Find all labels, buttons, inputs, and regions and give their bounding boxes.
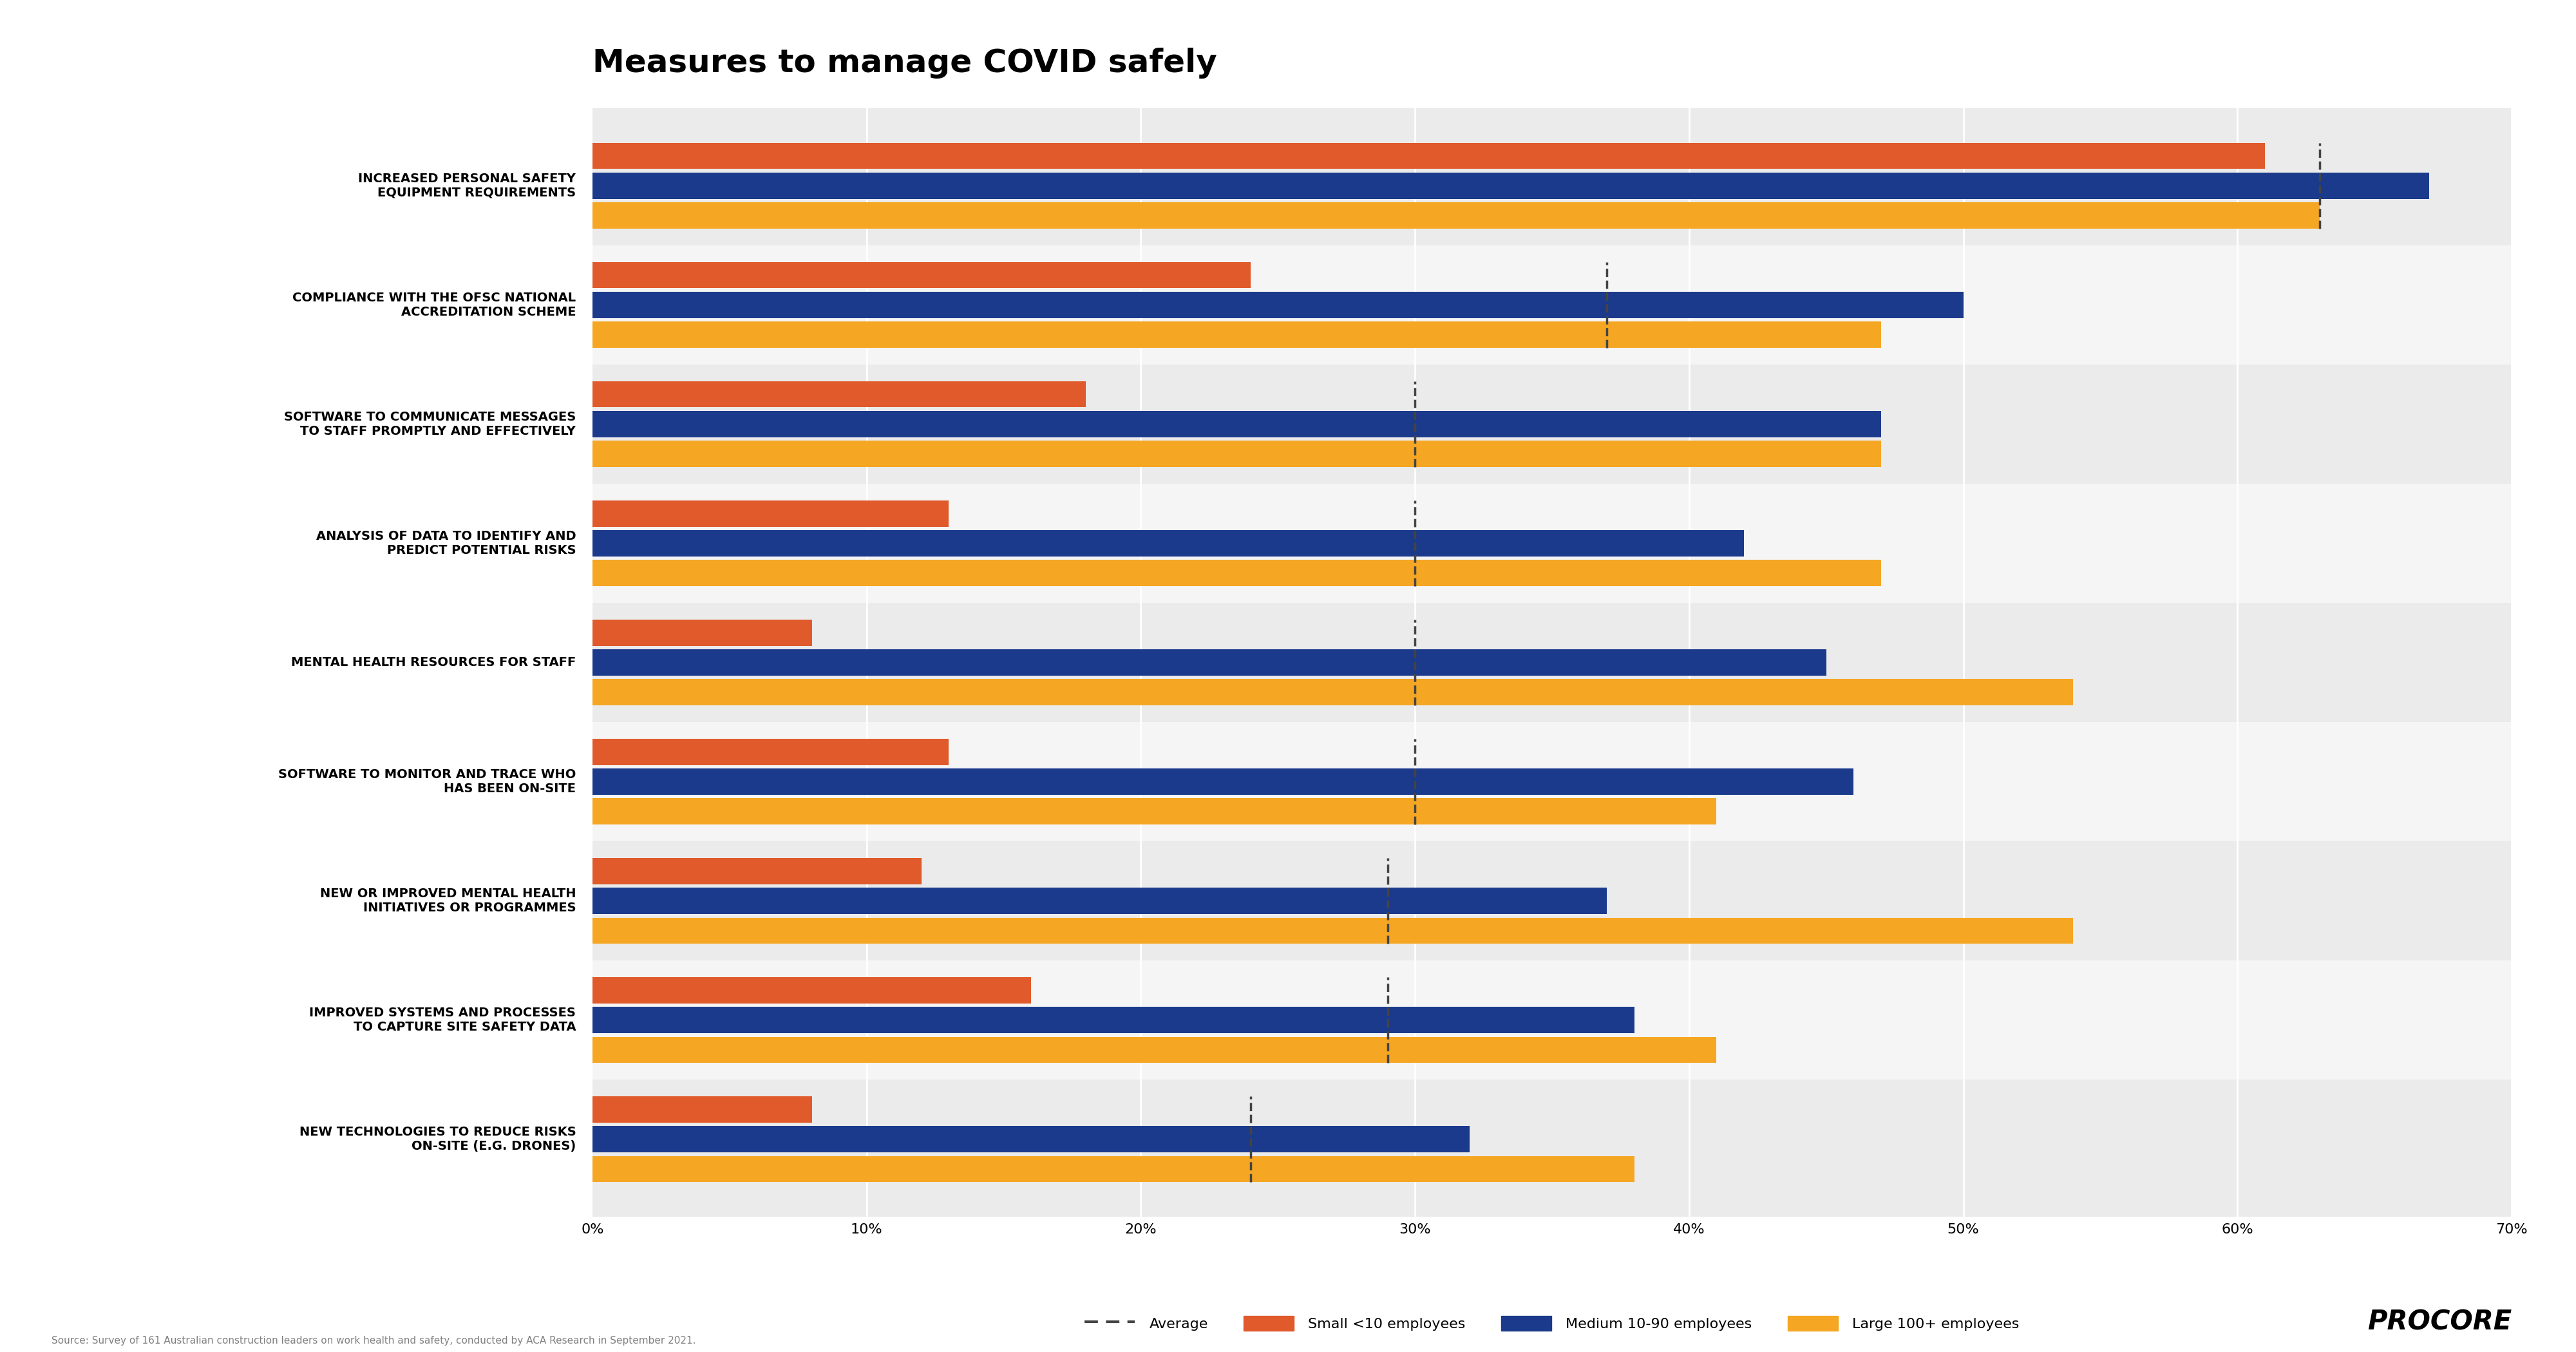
Bar — [592, 1156, 1633, 1182]
Bar — [592, 649, 1826, 676]
Bar — [592, 977, 1030, 1003]
Bar — [592, 411, 1880, 437]
Bar — [592, 799, 1716, 825]
Bar — [592, 292, 1963, 318]
Bar — [592, 619, 811, 646]
Bar — [592, 530, 1744, 557]
Bar — [592, 859, 922, 884]
Bar — [592, 1037, 1716, 1063]
Bar — [592, 322, 1880, 347]
Bar — [592, 1126, 1471, 1152]
Bar — [592, 679, 2074, 706]
Legend: Average, Small <10 employees, Medium 10-90 employees, Large 100+ employees: Average, Small <10 employees, Medium 10-… — [1072, 1302, 2032, 1345]
Bar — [592, 500, 948, 526]
Bar — [592, 722, 2512, 841]
Bar — [592, 381, 1087, 407]
Bar — [592, 203, 2318, 228]
Bar — [592, 768, 1855, 795]
Bar — [592, 143, 2264, 169]
Bar — [592, 888, 1607, 914]
Bar — [592, 1096, 811, 1122]
Bar — [592, 173, 2429, 199]
Text: Measures to manage COVID safely: Measures to manage COVID safely — [592, 47, 1216, 78]
Bar — [592, 262, 1249, 288]
Bar — [592, 960, 2512, 1080]
Bar — [592, 1080, 2512, 1199]
Text: Source: Survey of 161 Australian construction leaders on work health and safety,: Source: Survey of 161 Australian constru… — [52, 1336, 696, 1345]
Bar — [592, 245, 2512, 365]
Bar — [592, 918, 2074, 944]
Bar — [592, 841, 2512, 960]
Bar — [592, 738, 948, 765]
Bar — [592, 484, 2512, 603]
Bar — [592, 603, 2512, 722]
Bar — [592, 441, 1880, 466]
Bar — [592, 560, 1880, 587]
Bar — [592, 365, 2512, 484]
Bar — [592, 126, 2512, 245]
Bar — [592, 1007, 1633, 1033]
Text: PROCORE: PROCORE — [2367, 1309, 2512, 1336]
